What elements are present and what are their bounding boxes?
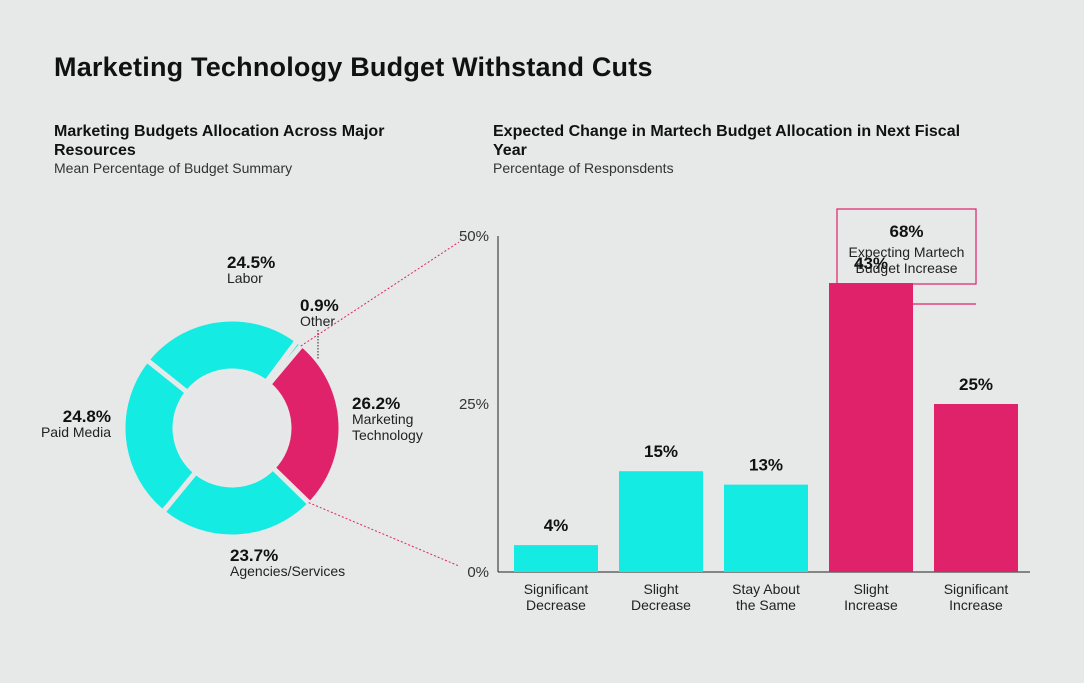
donut-slice-marketing-technology <box>266 342 344 507</box>
page-title: Marketing Technology Budget Withstand Cu… <box>54 52 653 82</box>
bar-significant-increase <box>934 404 1018 572</box>
donut-value-agencies-services: 23.7% <box>230 546 278 565</box>
x-tick-label: Significant <box>524 581 589 597</box>
bar-chart-subtitle: Percentage of Responsdents <box>493 160 674 176</box>
connector-line-top <box>300 241 460 347</box>
donut-slice-paid-media <box>120 357 199 515</box>
donut-label-other: Other <box>300 313 335 329</box>
donut-value-labor: 24.5% <box>227 253 275 272</box>
connector-line-bottom <box>308 502 460 567</box>
x-tick-label: the Same <box>736 597 796 613</box>
donut-label-marketing-technology: Marketing <box>352 411 413 427</box>
x-tick-label: Significant <box>944 581 1009 597</box>
y-tick-label: 25% <box>459 396 489 413</box>
bar-value-label: 13% <box>749 456 783 475</box>
x-tick-label: Slight <box>853 581 888 597</box>
bar-chart: 0%25%50%4%SignificantDecrease15%SlightDe… <box>459 208 1030 613</box>
bar-value-label: 43% <box>854 254 888 273</box>
donut-value-other: 0.9% <box>300 296 339 315</box>
bar-slight-decrease <box>619 471 703 572</box>
x-tick-label: Decrease <box>526 597 586 613</box>
bar-value-label: 25% <box>959 375 993 394</box>
x-tick-label: Decrease <box>631 597 691 613</box>
donut-chart-title: Marketing Budgets Allocation Across Majo… <box>54 123 385 159</box>
bar-significant-decrease <box>514 545 598 572</box>
donut-value-paid-media: 24.8% <box>63 407 111 426</box>
bar-stay-about-the-same <box>724 484 808 572</box>
bar-slight-increase <box>829 283 913 572</box>
y-tick-label: 0% <box>467 564 489 581</box>
donut-label-marketing-technology: Technology <box>352 427 423 443</box>
donut-hole <box>176 372 288 484</box>
x-tick-label: Increase <box>844 597 898 613</box>
bar-value-label: 4% <box>544 516 569 535</box>
donut-slice-other <box>263 338 305 387</box>
donut-label-agencies-services: Agencies/Services <box>230 563 345 579</box>
donut-value-marketing-technology: 26.2% <box>352 394 400 413</box>
x-tick-label: Stay About <box>732 581 800 597</box>
donut-label-labor: Labor <box>227 270 263 286</box>
donut-slice-labor <box>144 316 300 395</box>
connector-lines <box>300 241 460 567</box>
y-tick-label: 50% <box>459 228 489 245</box>
annotation-value: 68% <box>889 222 923 241</box>
donut-slice-agencies-services <box>160 465 313 540</box>
x-tick-label: Slight <box>643 581 678 597</box>
bar-value-label: 15% <box>644 442 678 461</box>
annotation-text: Budget Increase <box>856 260 958 276</box>
donut-chart-subtitle: Mean Percentage of Budget Summary <box>54 160 293 176</box>
donut-label-paid-media: Paid Media <box>41 424 111 440</box>
bar-chart-title: Expected Change in Martech Budget Alloca… <box>493 123 961 159</box>
annotation-text: Expecting Martech <box>849 244 965 260</box>
x-tick-label: Increase <box>949 597 1003 613</box>
